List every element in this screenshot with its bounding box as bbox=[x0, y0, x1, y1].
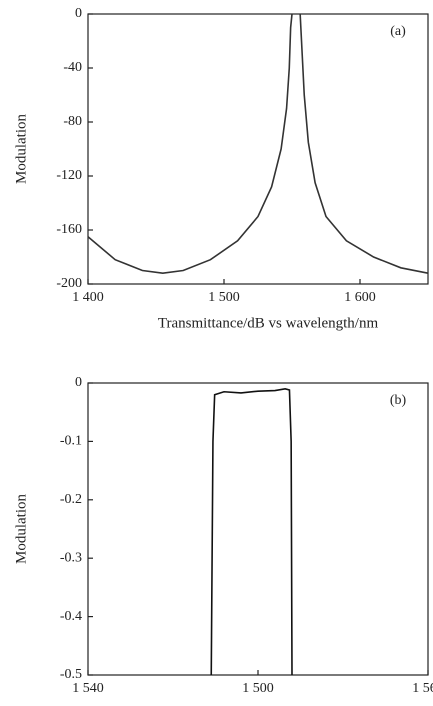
y-tick-label: 0 bbox=[75, 6, 82, 21]
x-tick-label: 1 400 bbox=[72, 290, 104, 305]
annotation: (a) bbox=[390, 24, 406, 39]
plot-frame bbox=[87, 382, 429, 676]
x-tick-label: 1 500 bbox=[208, 290, 240, 305]
y-tick-label: 0 bbox=[75, 375, 82, 390]
data-line bbox=[210, 388, 293, 676]
annotation: (b) bbox=[390, 393, 407, 408]
plot-frame bbox=[87, 13, 429, 285]
x-tick-label: 1 500 bbox=[242, 681, 274, 696]
x-tick-label: 1 600 bbox=[344, 290, 376, 305]
x-tick-label: 1 560 bbox=[412, 681, 433, 696]
y-tick-label: -0.2 bbox=[60, 492, 82, 507]
y-tick-label: -200 bbox=[56, 276, 82, 291]
data-line bbox=[87, 13, 429, 275]
y-tick-label: -0.1 bbox=[60, 434, 82, 449]
y-axis-label: Modulation bbox=[13, 114, 29, 184]
y-tick-label: -40 bbox=[63, 60, 82, 75]
x-tick-label: 1 540 bbox=[72, 681, 104, 696]
y-tick-label: -120 bbox=[56, 168, 82, 183]
y-tick-label: -0.4 bbox=[60, 609, 82, 624]
y-tick-label: -0.5 bbox=[60, 667, 82, 682]
y-tick-label: -160 bbox=[56, 222, 82, 237]
y-tick-label: -80 bbox=[63, 114, 82, 129]
y-tick-label: -0.3 bbox=[60, 550, 82, 565]
x-axis-label: Transmittance/dB vs wavelength/nm bbox=[158, 315, 379, 331]
y-axis-label: Modulation bbox=[13, 494, 29, 564]
